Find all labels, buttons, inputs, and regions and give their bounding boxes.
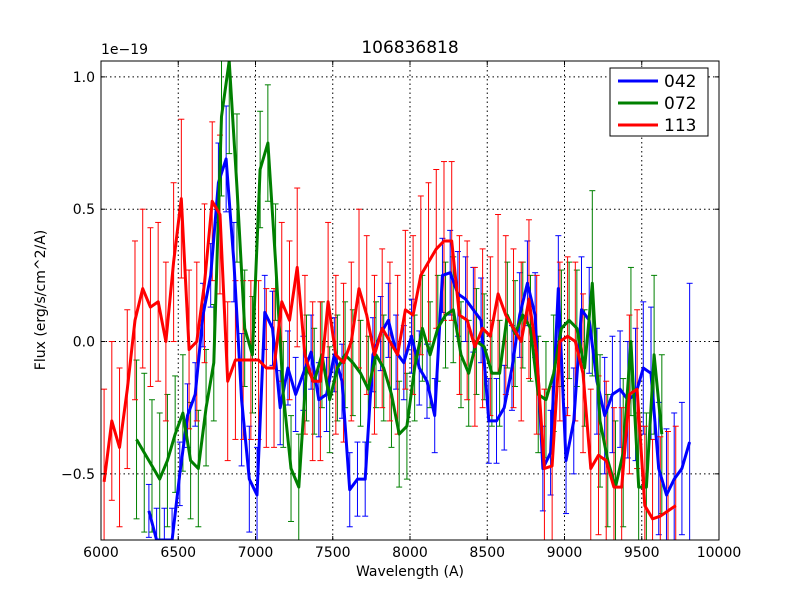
legend-label-113: 113 xyxy=(664,116,696,136)
y-tick-label: 0.5 xyxy=(73,202,95,218)
y-tick-label: 0.0 xyxy=(73,335,95,351)
x-tick-label: 8500 xyxy=(469,545,505,561)
series-line-072 xyxy=(135,61,664,489)
series-lines xyxy=(102,61,692,540)
y-tick-label: 1.0 xyxy=(73,70,95,86)
legend: 042 072 113 xyxy=(609,67,709,137)
x-tick-label: 6500 xyxy=(160,545,196,561)
x-tick-label: 9500 xyxy=(624,545,660,561)
legend-label-072: 072 xyxy=(664,94,696,114)
x-tick-label: 8000 xyxy=(392,545,428,561)
x-tick-label: 9000 xyxy=(547,545,583,561)
chart-title: 106836818 xyxy=(361,38,458,58)
axis-ticks: 6000 6500 7000 7500 8000 8500 9000 9500 10000 −0.… xyxy=(61,61,741,561)
y-axis-label: Flux (erg/s/cm^2/A) xyxy=(33,230,49,370)
x-axis-label: Wavelength (A) xyxy=(356,564,464,580)
y-tick-label: −0.5 xyxy=(61,467,95,483)
legend-label-042: 042 xyxy=(664,72,696,92)
x-tick-label: 7000 xyxy=(238,545,274,561)
series-line-113 xyxy=(102,197,677,521)
x-tick-label: 6000 xyxy=(83,545,119,561)
x-tick-label: 7500 xyxy=(315,545,351,561)
x-tick-label: 10000 xyxy=(697,545,742,561)
y-multiplier-label: 1e−19 xyxy=(101,42,148,58)
